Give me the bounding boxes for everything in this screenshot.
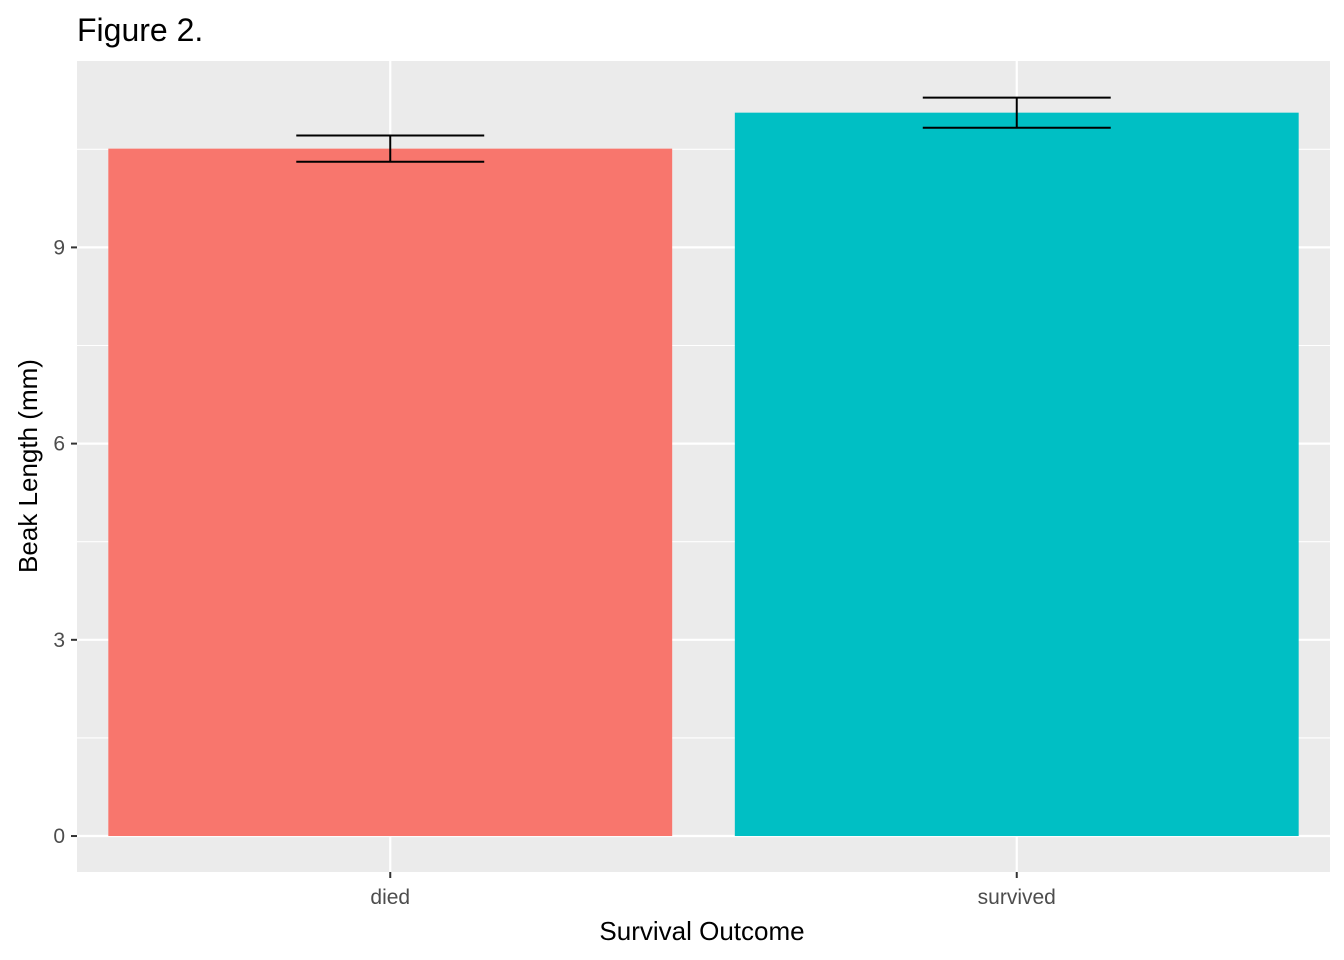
- x-axis: died survived: [370, 872, 1056, 909]
- error-bar-died: [296, 134, 485, 163]
- bar-survived: [734, 112, 1299, 837]
- y-axis: 0 3 6 9: [53, 236, 77, 848]
- x-tick-label-survived: survived: [978, 886, 1056, 909]
- y-tick-label: 3: [53, 629, 65, 652]
- x-axis-title: Survival Outcome: [599, 916, 804, 946]
- bar-died: [108, 148, 673, 837]
- error-bar-survived: [922, 96, 1111, 129]
- y-tick-label: 0: [53, 825, 65, 848]
- x-tick-label-died: died: [370, 886, 410, 909]
- y-tick-label: 6: [53, 433, 65, 456]
- error-bars: [296, 96, 1111, 163]
- y-axis-title: Beak Length (mm): [13, 359, 43, 573]
- y-tick-label: 9: [53, 236, 65, 259]
- bars: [108, 112, 1299, 837]
- chart-title: Figure 2.: [77, 12, 203, 48]
